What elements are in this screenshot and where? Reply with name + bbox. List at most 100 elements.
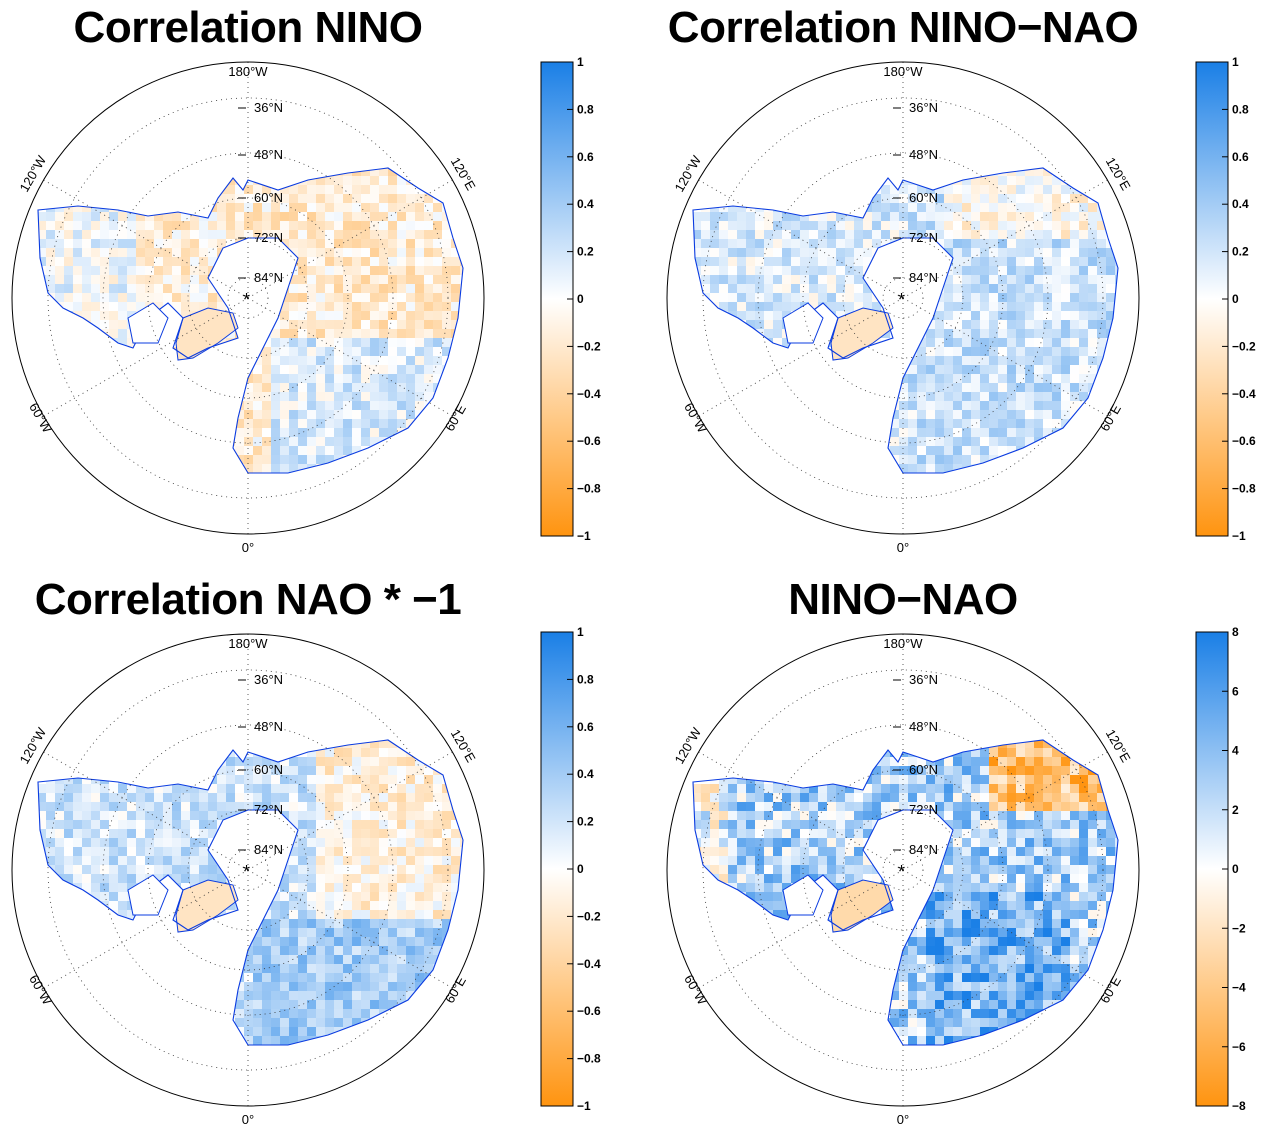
colorbar-tick-label: −0.6 xyxy=(577,1004,601,1018)
latitude-label: 48°N xyxy=(254,147,283,162)
latitude-label: 60°N xyxy=(254,190,283,205)
hudson-bay xyxy=(782,874,824,916)
latitude-circle xyxy=(882,277,924,319)
colorbar-tick-label: 0.2 xyxy=(577,245,594,259)
pole-marker: * xyxy=(243,862,250,882)
lon-label-180w: 180°W xyxy=(883,636,923,651)
lon-label-180w: 180°W xyxy=(228,64,268,79)
lon-label: 60°W xyxy=(681,400,710,436)
colorbar-tick-label: −0.2 xyxy=(577,909,601,923)
latitude-label: 84°N xyxy=(909,842,938,857)
colorbar-tick-label: 6 xyxy=(1232,684,1239,698)
map-panel-correlation-nino: Correlation NINO 36°N 48°N 60°N 72°N 84°N * 180… xyxy=(0,0,614,554)
latitude-circle xyxy=(102,152,394,444)
colorbar-tick-label: 0.4 xyxy=(1232,197,1249,211)
colorbar-tick-label: 0.6 xyxy=(577,150,594,164)
lon-label-0: 0° xyxy=(897,540,909,554)
colorbar-tick-label: −0.8 xyxy=(577,482,601,496)
map-panel-nino-nao: NINO−NAO 36°N 48°N 60°N 72°N 84°N * 180°W 0° 120°… xyxy=(655,572,1269,1126)
latitude-circle xyxy=(702,669,1104,1071)
map-boundary xyxy=(666,61,1140,535)
colorbar-tick-label: 0.6 xyxy=(577,720,594,734)
colorbar-tick-label: 0 xyxy=(1232,292,1239,306)
latitude-label: 60°N xyxy=(254,762,283,777)
colorbar-tick-label: −0.8 xyxy=(1232,482,1256,496)
polar-map: 36°N48°N60°N72°N84°N*180°W0°120°W 120°E60… xyxy=(11,625,601,1126)
colorbar-tick-label: 0.8 xyxy=(1232,102,1249,116)
panel-title: Correlation NINO xyxy=(73,3,423,52)
latitude-circle xyxy=(702,97,1104,499)
colorbar-tick-label: 0 xyxy=(1232,862,1239,876)
colorbar-tick-label: 1 xyxy=(577,55,584,69)
colorbar-tick-label: 0.8 xyxy=(577,672,594,686)
colorbar-tick-label: −0.6 xyxy=(1232,434,1256,448)
latitude-circle xyxy=(47,669,449,1071)
lon-label: 60°W xyxy=(681,972,710,1008)
latitude-label: 72°N xyxy=(254,230,283,245)
colorbar-tick-label: −8 xyxy=(1232,1099,1246,1113)
coastline xyxy=(692,739,1119,1046)
colorbar-tick-label: −2 xyxy=(1232,921,1246,935)
latitude-label: 48°N xyxy=(909,147,938,162)
pole-marker: * xyxy=(898,862,905,882)
lon-label: 60°E xyxy=(1097,401,1124,433)
pole-marker: * xyxy=(898,290,905,310)
lon-label-0: 0° xyxy=(242,1112,254,1126)
map-panel-correlation-nao: Correlation NAO * −1 36°N 48°N 60°N 72°N 84°N… xyxy=(0,572,614,1126)
polar-map: 36°N48°N60°N72°N84°N*180°W0°120°W 120°E60… xyxy=(11,55,601,554)
latitude-label: 84°N xyxy=(909,270,938,285)
colorbar-tick-label: 1 xyxy=(577,625,584,639)
colorbar-tick-label: 0.4 xyxy=(577,197,594,211)
lon-label-0: 0° xyxy=(897,1112,909,1126)
greenland-shape xyxy=(830,879,894,933)
greenland-shape xyxy=(830,307,894,361)
lon-label: 60°W xyxy=(26,972,55,1008)
panel-title: Correlation NAO * −1 xyxy=(34,575,462,624)
lon-label: 120°E xyxy=(1103,727,1134,766)
latitude-circle xyxy=(227,849,269,891)
colorbar-tick-label: 0.2 xyxy=(1232,245,1249,259)
lon-label: 120°W xyxy=(17,152,50,194)
latitude-label: 84°N xyxy=(254,270,283,285)
lon-label: 60°E xyxy=(1097,973,1124,1005)
colorbar-tick-label: −1 xyxy=(577,529,591,543)
colorbar-tick-label: 8 xyxy=(1232,625,1239,639)
greenland-shape xyxy=(175,307,239,361)
polar-map: 36°N48°N60°N72°N84°N*180°W0°120°W 120°E60… xyxy=(666,625,1246,1126)
latitude-label: 36°N xyxy=(909,672,938,687)
colorbar-tick-label: 1 xyxy=(1232,55,1239,69)
colorbar-tick-label: 0 xyxy=(577,862,584,876)
hudson-bay xyxy=(782,302,824,344)
colorbar-tick-label: 0.8 xyxy=(577,102,594,116)
coastline xyxy=(37,167,464,474)
latitude-circle xyxy=(102,724,394,1016)
latitude-label: 36°N xyxy=(254,100,283,115)
lon-label-180w: 180°W xyxy=(883,64,923,79)
hudson-bay xyxy=(127,874,169,916)
latitude-circle xyxy=(187,809,309,931)
colorbar-tick-label: 0.4 xyxy=(577,767,594,781)
lon-label-0: 0° xyxy=(242,540,254,554)
latitude-label: 72°N xyxy=(254,802,283,817)
colorbar-tick-label: −0.4 xyxy=(577,387,601,401)
colorbar-tick-label: −0.2 xyxy=(1232,339,1256,353)
panel-title: Correlation NINO−NAO xyxy=(667,3,1139,52)
colorbar-tick-label: 0 xyxy=(577,292,584,306)
greenland-shape xyxy=(175,879,239,933)
lon-label: 120°W xyxy=(17,724,50,766)
colorbar-tick-label: 4 xyxy=(1232,744,1239,758)
coastline xyxy=(37,739,464,1046)
map-boundary xyxy=(666,633,1140,1107)
map-boundary xyxy=(11,633,485,1107)
latitude-label: 48°N xyxy=(254,719,283,734)
colorbar-tick-label: −6 xyxy=(1232,1040,1246,1054)
latitude-label: 60°N xyxy=(909,762,938,777)
latitude-circle xyxy=(842,237,964,359)
latitude-circle xyxy=(757,724,1049,1016)
latitude-label: 72°N xyxy=(909,802,938,817)
colorbar-tick-label: −0.6 xyxy=(577,434,601,448)
latitude-circle xyxy=(842,809,964,931)
latitude-label: 60°N xyxy=(909,190,938,205)
hudson-bay xyxy=(127,302,169,344)
lon-label: 120°E xyxy=(448,155,479,194)
